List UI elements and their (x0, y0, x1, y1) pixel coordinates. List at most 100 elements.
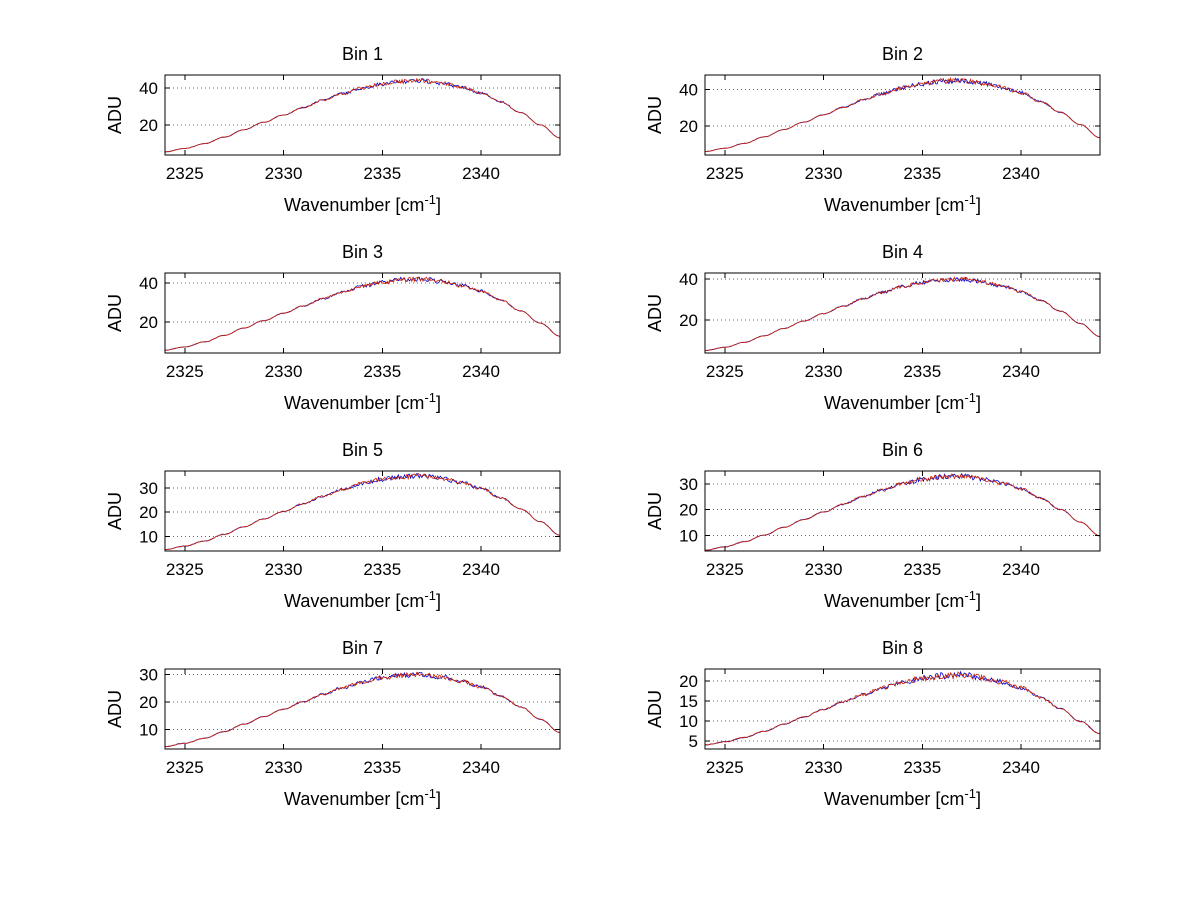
axis-box (704, 470, 1101, 552)
x-tick-label: 2340 (1002, 362, 1040, 381)
plot-title: Bin 4 (881, 242, 924, 262)
x-axis-label-close: ] (435, 591, 441, 611)
y-tick-label: 5 (689, 732, 698, 751)
x-tick-label: 2340 (1002, 164, 1040, 183)
x-axis-label-superscript: -1 (964, 390, 976, 405)
x-axis-label-superscript: -1 (424, 390, 436, 405)
subplot-bin-2: Bin 2 2325 2330 2335 2340 20 40 ADU Wavenumber… (635, 44, 1105, 216)
x-tick-label: 2325 (706, 758, 744, 777)
y-tick-label: 10 (139, 721, 158, 740)
x-axis-label-superscript: -1 (964, 588, 976, 603)
x-axis-label-text: Wavenumber [cm (824, 393, 965, 413)
subplot-bin-5: Bin 5 2325 2330 2335 2340 10 20 30 ADU Wavenumb… (95, 440, 565, 612)
x-tick-label: 2325 (166, 362, 204, 381)
x-tick-label: 2335 (363, 560, 401, 579)
x-tick-label: 2335 (903, 362, 941, 381)
y-tick-label: 20 (139, 503, 158, 522)
series-line-blue (165, 276, 561, 351)
x-tick-label: 2325 (166, 164, 204, 183)
plot-title: Bin 5 (341, 440, 384, 460)
x-axis-label-text: Wavenumber [cm (824, 195, 965, 215)
x-axis-label-close: ] (435, 393, 441, 413)
y-tick-label: 20 (679, 672, 698, 691)
y-tick-label: 30 (679, 475, 698, 494)
x-axis-label: Wavenumber [cm-1] (705, 192, 1100, 216)
x-tick-label: 2325 (706, 362, 744, 381)
x-tick-label: 2330 (265, 362, 303, 381)
plot-title: Bin 3 (341, 242, 384, 262)
series-line-blue (704, 472, 1101, 551)
axis-box (164, 272, 561, 354)
x-tick-label: 2330 (805, 164, 843, 183)
x-axis-label: Wavenumber [cm-1] (165, 193, 560, 216)
y-tick-label: 20 (139, 313, 158, 332)
subplot-bin-8: Bin 8 2325 2330 2335 2340 5 10 15 20 ADU Wavenum… (635, 638, 1105, 810)
x-tick-label: 2340 (1002, 560, 1040, 579)
x-axis-label-text: Wavenumber [cm (824, 591, 965, 611)
series-line-blue (704, 276, 1101, 351)
x-axis-label-close: ] (975, 591, 981, 611)
plot-area: 2325 2330 2335 2340 20 40 ADU (645, 270, 1101, 381)
subplot-bin-4: Bin 4 2325 2330 2335 2340 20 40 ADU Wavenumber… (635, 242, 1105, 414)
x-tick-label: 2325 (166, 758, 204, 777)
y-axis-label: ADU (105, 96, 125, 134)
x-tick-label: 2340 (1002, 758, 1040, 777)
plot-area: 2325 2330 2335 2340 20 40 ADU (645, 74, 1101, 183)
plot-title: Bin 1 (341, 44, 384, 64)
axis-box (704, 272, 1101, 354)
series-line-red (164, 671, 561, 748)
x-tick-label: 2330 (265, 560, 303, 579)
x-axis-label-text: Wavenumber [cm (284, 195, 425, 215)
figure: Bin 1 2325 2330 2335 2340 20 40 ADU Wavenumber… (95, 44, 1105, 810)
y-tick-label: 30 (139, 479, 158, 498)
y-tick-label: 10 (139, 527, 158, 546)
x-tick-label: 2330 (265, 758, 303, 777)
plot-title: Bin 2 (881, 44, 924, 64)
x-axis-label-close: ] (975, 789, 981, 809)
series-line-blue (164, 671, 561, 748)
plot-area: 2325 2330 2335 2340 20 40 ADU (105, 74, 561, 183)
x-axis-label: Wavenumber [cm-1] (705, 786, 1100, 810)
series-line-red (165, 77, 561, 153)
axis-box (164, 470, 561, 552)
x-axis-label-close: ] (975, 393, 981, 413)
plot-title: Bin 6 (881, 440, 924, 460)
y-tick-label: 40 (139, 274, 158, 293)
x-tick-label: 2335 (903, 560, 941, 579)
y-tick-label: 20 (679, 501, 698, 520)
x-axis-label: Wavenumber [cm-1] (165, 390, 560, 414)
x-tick-label: 2325 (706, 164, 744, 183)
y-tick-label: 40 (679, 270, 698, 289)
x-axis-label-text: Wavenumber [cm (824, 789, 965, 809)
x-tick-label: 2330 (265, 164, 303, 183)
y-tick-label: 20 (679, 117, 698, 136)
plot-area: 2325 2330 2335 2340 20 40 ADU (105, 272, 561, 381)
y-tick-label: 10 (679, 527, 698, 546)
y-axis-label: ADU (105, 294, 125, 332)
x-axis-label-superscript: -1 (964, 786, 976, 801)
y-axis-label: ADU (105, 690, 125, 728)
subplot-bin-7: Bin 7 2325 2330 2335 2340 10 20 30 ADU Wavenumb… (95, 638, 565, 810)
x-tick-label: 2325 (166, 560, 204, 579)
x-tick-label: 2335 (363, 362, 401, 381)
x-tick-label: 2340 (462, 560, 500, 579)
x-axis-label-superscript: -1 (964, 192, 976, 207)
subplot-bin-1: Bin 1 2325 2330 2335 2340 20 40 ADU Wavenumber… (95, 44, 565, 216)
y-axis-label: ADU (645, 492, 665, 530)
x-tick-label: 2340 (462, 362, 500, 381)
series-line-blue (704, 77, 1101, 153)
series-line-blue (164, 78, 561, 153)
subplot-bin-3: Bin 3 2325 2330 2335 2340 20 40 ADU Wavenumber… (95, 242, 565, 414)
x-tick-label: 2340 (462, 164, 500, 183)
y-tick-label: 40 (139, 79, 158, 98)
y-axis-label: ADU (645, 690, 665, 728)
axis-box (704, 74, 1101, 156)
plot-area: 2325 2330 2335 2340 10 20 30 ADU (105, 470, 561, 579)
y-tick-label: 20 (139, 693, 158, 712)
x-tick-label: 2335 (903, 164, 941, 183)
y-tick-label: 40 (679, 81, 698, 100)
series-line-blue (164, 473, 561, 551)
y-axis-label: ADU (645, 96, 665, 134)
x-axis-label-superscript: -1 (424, 786, 436, 801)
